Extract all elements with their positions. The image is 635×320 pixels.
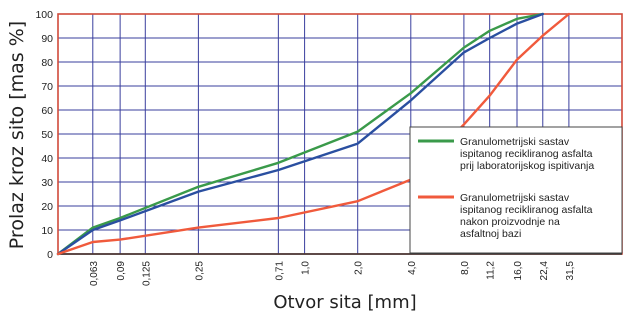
legend-label-2: Granulometrijski sastav [460,192,570,204]
legend-label-1: prij laboratorijskog ispitivanja [460,160,594,172]
x-tick-label: 0,25 [194,261,205,281]
y-tick-label: 90 [41,33,53,45]
x-tick-label: 2,0 [354,261,365,275]
y-tick-label: 80 [41,57,53,69]
y-tick-label: 10 [41,225,53,237]
x-tick-label: 1,0 [301,261,312,275]
y-tick-label: 20 [41,201,53,213]
series-line-3 [56,12,571,256]
y-tick-label: 70 [41,81,53,93]
y-tick-label: 30 [41,177,53,189]
x-tick-label: 16,0 [513,261,524,281]
x-tick-labels: 0,063 0,09 0,125 0,25 0,71 1,0 2,0 4,0 8,0 11,2 16… [89,261,576,286]
x-tick-label: 22,4 [539,261,550,281]
legend-label-2: nakon proizvodnje na [460,216,560,228]
x-tick-label: 0,125 [141,261,152,286]
y-tick-label: 0 [47,249,53,261]
legend-label-1: Granulometrijski sastav [460,136,570,148]
legend-box [409,126,623,254]
y-tick-label: 60 [41,105,53,117]
x-tick-label: 0,71 [274,261,285,281]
x-tick-label: 0,063 [89,261,100,286]
legend-label-2: ispitanog recikliranog asfalta [460,204,593,216]
x-tick-label: 4,0 [407,261,418,275]
legend-label-1: ispitanog recikliranog asfalta [460,148,593,160]
legend-label-2: asfaltnoj bazi [460,228,521,240]
x-tick-label: 31,5 [565,261,576,281]
y-tick-label: 50 [41,129,53,141]
x-tick-label: 8,0 [460,261,471,275]
x-tick-label: 11,2 [486,261,497,280]
x-axis-title: Otvor sita [mm] [273,292,416,313]
y-axis-title: Prolaz kroz sito [mas %] [6,21,28,249]
y-tick-label: 40 [41,153,53,165]
series-group [56,12,571,256]
x-tick-label: 0,09 [116,261,127,281]
series-line-1 [56,12,544,256]
y-tick-label: 100 [35,9,53,21]
y-tick-labels: 0 10 20 30 40 50 60 70 80 90 100 [35,9,53,261]
series-line-2 [56,12,544,256]
